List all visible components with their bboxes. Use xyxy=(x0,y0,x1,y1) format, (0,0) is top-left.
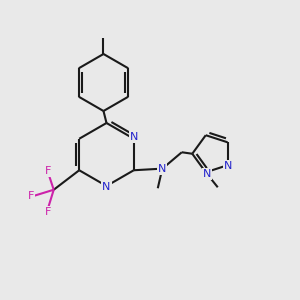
Text: N: N xyxy=(158,164,166,174)
Text: N: N xyxy=(130,132,139,142)
Text: N: N xyxy=(203,169,212,179)
Text: F: F xyxy=(44,207,51,217)
Text: N: N xyxy=(224,161,232,171)
Text: F: F xyxy=(45,166,52,176)
Text: N: N xyxy=(102,182,111,192)
Text: F: F xyxy=(27,191,34,201)
